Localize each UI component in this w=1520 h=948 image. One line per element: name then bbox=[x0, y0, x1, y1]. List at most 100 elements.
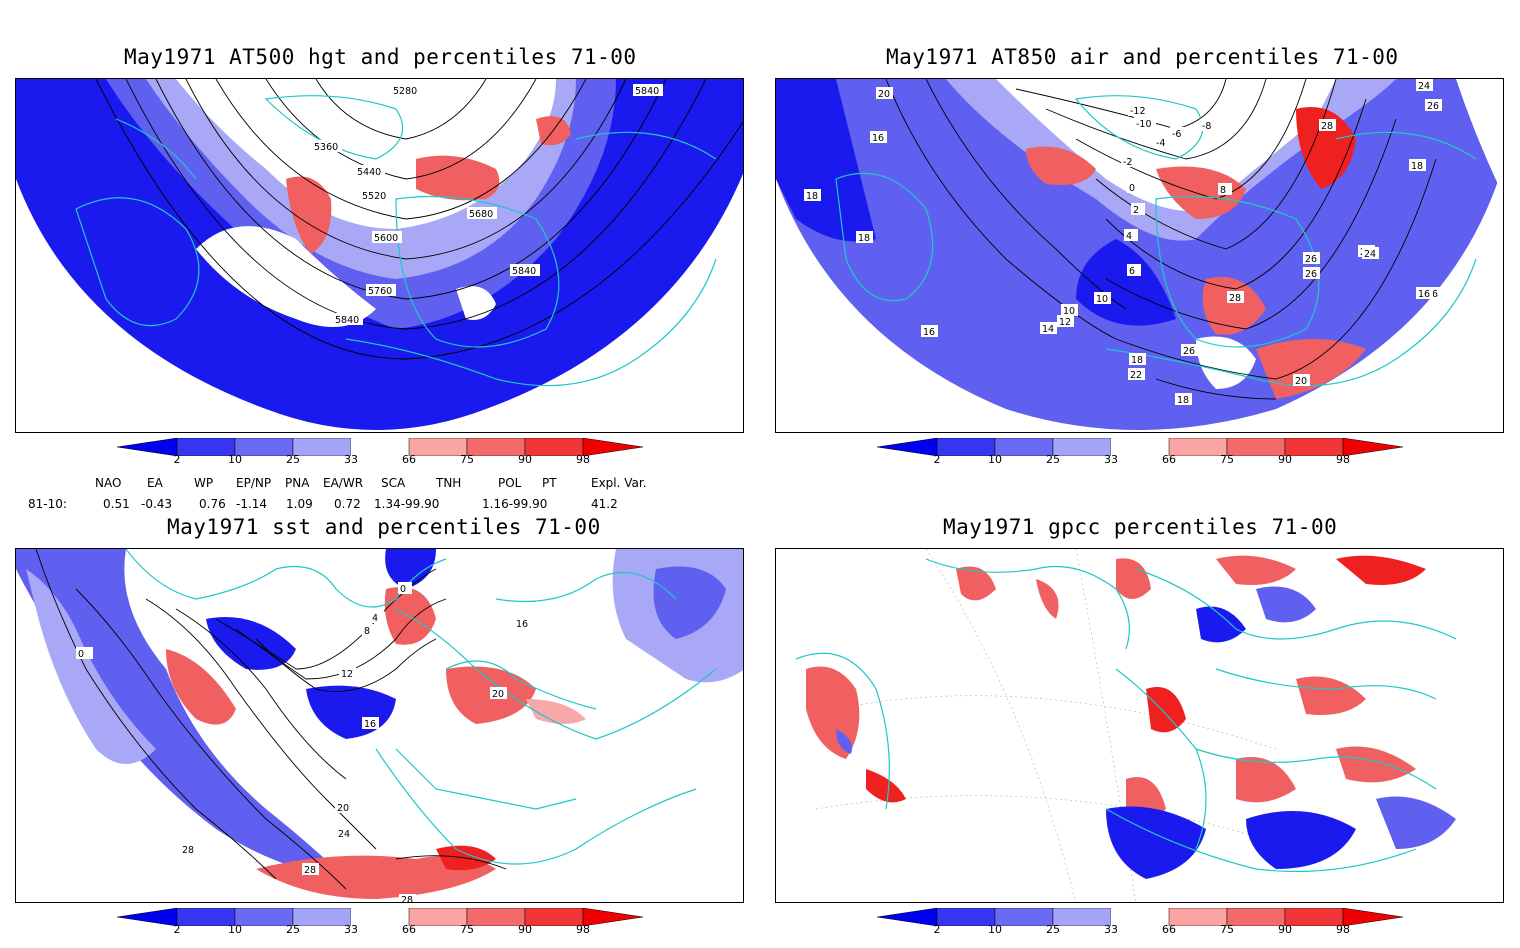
colorbar-bottom-right: 2 10 25 33 66 75 90 98 bbox=[877, 908, 1407, 948]
colorbar-top-right: 2 10 25 33 66 75 90 98 bbox=[877, 438, 1407, 478]
contour-label: 20 bbox=[492, 689, 504, 700]
colorbar-label: 66 bbox=[402, 453, 416, 466]
colorbar-label: 66 bbox=[1162, 453, 1176, 466]
row-label: 81-10: bbox=[28, 497, 67, 511]
colorbar-label: 75 bbox=[1220, 923, 1234, 936]
contour-label: 5760 bbox=[368, 286, 392, 297]
colorbar-label: 2 bbox=[933, 923, 941, 936]
index-wp: WP bbox=[194, 476, 214, 490]
contour-label: 28 bbox=[1229, 293, 1241, 304]
contour-label: 4 bbox=[372, 613, 378, 624]
contour-label: 0 bbox=[78, 649, 84, 660]
contour-label: 10 bbox=[1096, 294, 1108, 305]
colorbar-label: 25 bbox=[1046, 923, 1060, 936]
colorbar-label: 66 bbox=[402, 923, 416, 936]
colorbar-label: 10 bbox=[988, 923, 1002, 936]
contour-label: 16 bbox=[923, 327, 935, 338]
contour-label: 28 bbox=[401, 895, 413, 903]
contour-label: 24 bbox=[338, 829, 350, 840]
contour-label: 5360 bbox=[314, 142, 338, 153]
contour-label: 20 bbox=[878, 89, 890, 100]
index-sca: SCA bbox=[381, 476, 406, 490]
colorbar-label: 66 bbox=[1162, 923, 1176, 936]
colorbar-label: 10 bbox=[228, 453, 242, 466]
contour-label: -6 bbox=[1172, 129, 1181, 140]
colorbar-label: 90 bbox=[518, 453, 532, 466]
index-pna: PNA bbox=[285, 476, 310, 490]
colorbar-label: 33 bbox=[344, 923, 358, 936]
index-tnh: TNH bbox=[436, 476, 462, 490]
value-ea: -0.43 bbox=[141, 497, 173, 511]
contour-label: 12 bbox=[1059, 317, 1071, 328]
colorbar-label: 75 bbox=[1220, 453, 1234, 466]
contour-label: 8 bbox=[364, 626, 370, 637]
colorbar-label: 98 bbox=[1336, 923, 1350, 936]
contour-label: -4 bbox=[1156, 138, 1165, 149]
colorbar-label: 10 bbox=[988, 453, 1002, 466]
contour-label: 26 bbox=[1305, 269, 1317, 280]
contour-label: 28 bbox=[1321, 121, 1333, 132]
contour-label: 0 bbox=[400, 584, 406, 595]
contour-label: 28 bbox=[182, 845, 194, 856]
contour-label: 10 bbox=[1063, 306, 1075, 317]
index-eawr: EA/WR bbox=[323, 476, 364, 490]
contour-label: 4 bbox=[1126, 231, 1132, 242]
value-eawr: 0.72 bbox=[334, 497, 361, 511]
colorbar-label: 90 bbox=[518, 923, 532, 936]
contour-label: 16 bbox=[364, 719, 376, 730]
colorbar-label: 25 bbox=[1046, 453, 1060, 466]
panel1-map: 5280 5840 5360 5440 5520 5680 5600 5840 … bbox=[15, 78, 744, 433]
colorbar-label: 90 bbox=[1278, 453, 1292, 466]
contour-label: 16 bbox=[1418, 289, 1430, 300]
panel2-map: 20 -12 -10 -8 -6 -4 -2 0 2 4 6 8 10 12 1… bbox=[775, 78, 1504, 433]
contour-label: 18 bbox=[1177, 395, 1189, 406]
value-nao: 0.51 bbox=[103, 497, 130, 511]
index-nao: NAO bbox=[95, 476, 122, 490]
contour-label: -12 bbox=[1130, 106, 1146, 117]
contour-label: 2 bbox=[1133, 205, 1139, 216]
contour-label: 5840 bbox=[512, 266, 536, 277]
value-pol-pt: 1.16-99.90 bbox=[482, 497, 548, 511]
contour-label: 14 bbox=[1042, 324, 1054, 335]
colorbar-label: 33 bbox=[1104, 453, 1118, 466]
colorbar-label: 25 bbox=[286, 923, 300, 936]
colorbar-label: 25 bbox=[286, 453, 300, 466]
colorbar-label: 33 bbox=[344, 453, 358, 466]
contour-label: 5280 bbox=[393, 86, 417, 97]
index-ea: EA bbox=[147, 476, 163, 490]
contour-label: 20 bbox=[1295, 376, 1307, 387]
contour-label: 5600 bbox=[374, 233, 398, 244]
index-pol: POL bbox=[498, 476, 522, 490]
colorbar-label: 2 bbox=[173, 453, 181, 466]
contour-label: 5440 bbox=[357, 167, 381, 178]
panel4-map bbox=[775, 548, 1504, 903]
contour-label: 8 bbox=[1220, 185, 1226, 196]
index-expl-var: Expl. Var. bbox=[591, 476, 647, 490]
panel3-map: 0 0 4 8 12 16 16 20 20 24 28 28 28 28 bbox=[15, 548, 744, 903]
colorbar-label: 2 bbox=[173, 923, 181, 936]
contour-label: 6 bbox=[1129, 266, 1135, 277]
panel2-title: May1971 AT850 air and percentiles 71-00 bbox=[886, 45, 1399, 69]
contour-label: 24 bbox=[1418, 81, 1430, 92]
contour-label: 5680 bbox=[469, 209, 493, 220]
contour-label: 16 bbox=[516, 619, 528, 630]
contour-label: 18 bbox=[1131, 355, 1143, 366]
value-wp: 0.76 bbox=[199, 497, 226, 511]
index-epnp: EP/NP bbox=[236, 476, 272, 490]
panel4-title: May1971 gpcc percentiles 71-00 bbox=[943, 515, 1338, 539]
panel3-title: May1971 sst and percentiles 71-00 bbox=[167, 515, 601, 539]
colorbar-label: 75 bbox=[460, 453, 474, 466]
contour-label: 26 bbox=[1305, 254, 1317, 265]
contour-label: 22 bbox=[1130, 370, 1142, 381]
colorbar-label: 10 bbox=[228, 923, 242, 936]
contour-label: 24 bbox=[1364, 249, 1376, 260]
colorbar-top-left: 2 10 25 33 66 75 90 98 bbox=[117, 438, 647, 478]
colorbar-label: 2 bbox=[933, 453, 941, 466]
colorbar-bottom-left: 2 10 25 33 66 75 90 98 bbox=[117, 908, 647, 948]
contour-label: -2 bbox=[1123, 157, 1132, 168]
contour-label: 18 bbox=[858, 233, 870, 244]
value-expl-var: 41.2 bbox=[591, 497, 618, 511]
value-sca-tnh: 1.34-99.90 bbox=[374, 497, 440, 511]
colorbar-label: 98 bbox=[576, 453, 590, 466]
contour-label: 16 bbox=[872, 133, 884, 144]
